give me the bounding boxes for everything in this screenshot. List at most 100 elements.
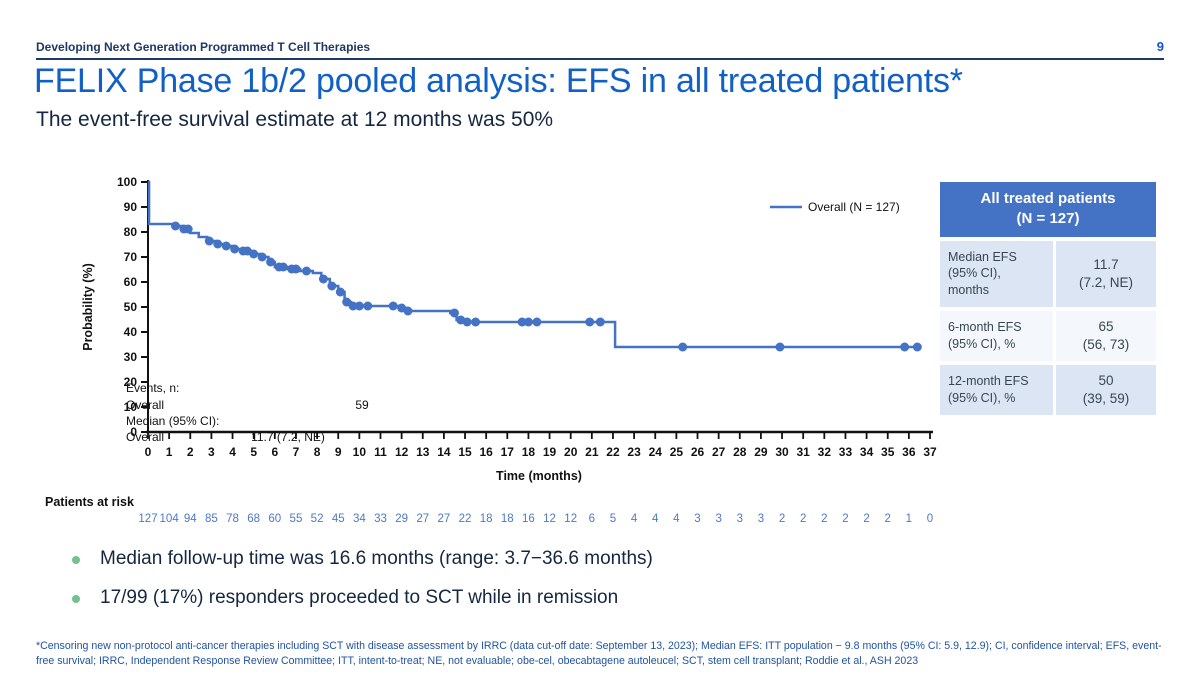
- at-risk-count: 85: [205, 513, 218, 525]
- x-tick-label: 5: [250, 445, 257, 459]
- at-risk-count: 60: [268, 513, 281, 525]
- at-risk-count: 55: [290, 513, 303, 525]
- at-risk-count: 94: [184, 513, 197, 525]
- deck-title: Developing Next Generation Programmed T …: [36, 40, 371, 54]
- censor-mark: [335, 287, 345, 297]
- x-tick-label: 0: [145, 445, 152, 459]
- y-tick-label: 20: [124, 375, 138, 389]
- key-finding-item: 17/99 (17%) responders proceeded to SCT …: [72, 587, 912, 609]
- x-tick-label: 23: [627, 445, 641, 459]
- x-tick-label: 2: [187, 445, 194, 459]
- at-risk-count: 2: [779, 513, 785, 525]
- x-tick-label: 35: [881, 445, 895, 459]
- table-row-label: Median EFS (95% CI), months: [940, 240, 1053, 308]
- x-tick-label: 10: [353, 445, 367, 459]
- censor-mark: [204, 236, 214, 246]
- censor-mark: [595, 317, 605, 327]
- table-row-value: 50 (39, 59): [1056, 364, 1156, 415]
- censor-mark: [678, 342, 688, 352]
- censor-mark: [471, 317, 481, 327]
- at-risk-count: 2: [863, 513, 869, 525]
- at-risk-count: 18: [501, 513, 514, 525]
- bullet-icon: [72, 595, 80, 603]
- at-risk-label: Patients at risk: [45, 495, 134, 509]
- page-number: 9: [1156, 39, 1164, 54]
- censor-mark: [318, 274, 328, 284]
- annotation-median-series: Overall: [126, 430, 164, 444]
- key-findings-list: Median follow-up time was 16.6 months (r…: [72, 548, 912, 626]
- table-row: 12-month EFS (95% CI), % 50 (39, 59): [940, 364, 1156, 415]
- censor-mark: [363, 301, 373, 311]
- x-tick-label: 27: [712, 445, 726, 459]
- y-tick-label: 80: [124, 225, 138, 239]
- annotation-events-label: Events, n:: [126, 381, 179, 395]
- censor-mark: [278, 262, 288, 272]
- x-tick-label: 28: [733, 445, 747, 459]
- x-tick-label: 1: [166, 445, 173, 459]
- at-risk-count: 1: [906, 513, 912, 525]
- at-risk-count: 22: [459, 513, 472, 525]
- x-tick-label: 14: [437, 445, 451, 459]
- x-tick-label: 37: [923, 445, 937, 459]
- at-risk-count: 4: [631, 513, 638, 525]
- at-risk-count: 16: [522, 513, 535, 525]
- x-tick-label: 12: [395, 445, 409, 459]
- y-tick-label: 60: [124, 275, 138, 289]
- x-tick-label: 34: [860, 445, 874, 459]
- at-risk-count: 78: [226, 513, 239, 525]
- at-risk-count: 2: [842, 513, 848, 525]
- slide-title: FELIX Phase 1b/2 pooled analysis: EFS in…: [34, 62, 963, 100]
- censor-mark: [249, 249, 259, 259]
- y-tick-label: 70: [124, 250, 138, 264]
- x-tick-label: 4: [229, 445, 236, 459]
- at-risk-count: 6: [589, 513, 595, 525]
- table-row: Median EFS (95% CI), months 11.7 (7.2, NE): [940, 240, 1156, 308]
- at-risk-count: 4: [673, 513, 680, 525]
- censor-mark: [403, 306, 413, 316]
- at-risk-count: 33: [374, 513, 387, 525]
- at-risk-count: 45: [332, 513, 345, 525]
- censor-marks: [170, 221, 922, 352]
- censor-mark: [230, 244, 240, 254]
- efs-summary-table: All treated patients (N = 127) Median EFS(…: [940, 182, 1156, 415]
- y-tick-label: 40: [124, 325, 138, 339]
- censor-mark: [354, 301, 364, 311]
- censor-mark: [532, 317, 542, 327]
- x-axis-title: Time (months): [496, 469, 582, 483]
- slide-header: Developing Next Generation Programmed T …: [36, 30, 1164, 60]
- censor-mark: [585, 317, 595, 327]
- x-tick-label: 3: [208, 445, 215, 459]
- annotation-events-value: 59: [355, 398, 369, 412]
- at-risk-count: 52: [311, 513, 324, 525]
- at-risk-count: 2: [821, 513, 827, 525]
- x-tick-label: 13: [416, 445, 430, 459]
- table-row-value: 65 (56, 73): [1056, 311, 1156, 361]
- y-tick-label: 100: [117, 175, 137, 189]
- table-row-label: 6-month EFS (95% CI), %: [940, 311, 1053, 361]
- censor-mark: [170, 221, 180, 231]
- censor-mark: [327, 281, 337, 291]
- key-finding-text: Median follow-up time was 16.6 months (r…: [100, 548, 653, 569]
- x-tick-label: 17: [501, 445, 515, 459]
- at-risk-count: 29: [395, 513, 408, 525]
- y-tick-label: 10: [124, 400, 138, 414]
- at-risk-count: 2: [885, 513, 891, 525]
- x-tick-label: 21: [585, 445, 599, 459]
- key-finding-text: 17/99 (17%) responders proceeded to SCT …: [100, 587, 619, 608]
- censor-mark: [388, 301, 398, 311]
- censor-mark: [449, 308, 459, 318]
- at-risk-count: 12: [543, 513, 556, 525]
- censor-mark: [900, 342, 910, 352]
- at-risk-count: 3: [715, 513, 721, 525]
- at-risk-count: 34: [353, 513, 366, 525]
- at-risk-count: 127: [138, 513, 157, 525]
- x-tick-label: 16: [479, 445, 493, 459]
- censor-mark: [221, 241, 231, 251]
- at-risk-count: 3: [737, 513, 743, 525]
- censor-mark: [523, 317, 533, 327]
- x-tick-label: 6: [271, 445, 278, 459]
- at-risk-count: 2: [800, 513, 806, 525]
- bullet-icon: [72, 556, 80, 564]
- x-tick-label: 11: [374, 445, 387, 459]
